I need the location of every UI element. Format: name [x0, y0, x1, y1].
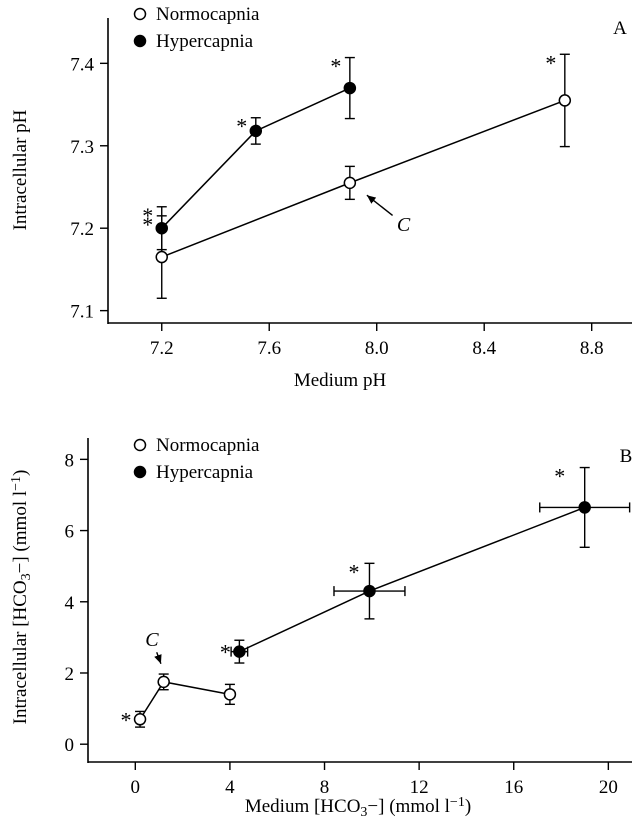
panel-letter: B: [620, 446, 633, 467]
axis-label-part: Medium [HCO: [245, 796, 361, 817]
x-tick-label: 12: [410, 777, 429, 798]
significance-asterisk: *: [545, 50, 556, 75]
data-point-filled: [343, 81, 357, 95]
series-line: [161, 99, 566, 258]
y-tick-label: 7.1: [70, 302, 94, 323]
annotation-label: C: [397, 214, 411, 236]
axis-label-part: 3: [19, 573, 34, 580]
significance-asterisk: *: [554, 464, 565, 489]
axis-label-part: −] (mmol l: [10, 491, 31, 574]
x-tick-label: 4: [225, 777, 235, 798]
y-tick-label: 7.4: [70, 54, 94, 75]
legend-label: Normocapnia: [156, 435, 260, 456]
x-tick-label: 8.8: [580, 338, 604, 359]
axis-label-part: −1: [9, 476, 24, 491]
data-point-open: [343, 176, 357, 190]
y-tick-label: 0: [65, 735, 75, 756]
x-tick-label: 8.4: [472, 338, 496, 359]
y-tick-label: 7.2: [70, 219, 94, 240]
legend-label: Hypercapnia: [156, 31, 254, 52]
axis-label-part: ): [10, 470, 31, 476]
data-point-filled: [155, 221, 168, 235]
significance-asterisk: *: [121, 707, 132, 732]
y-tick-label: 7.3: [70, 137, 94, 158]
x-tick-label: 0: [131, 777, 141, 798]
series-line: [161, 87, 351, 229]
x-tick-label: 8: [320, 777, 330, 798]
x-tick-label: 16: [504, 777, 523, 798]
x-tick-label: 7.6: [257, 338, 281, 359]
panel-letter: A: [613, 18, 627, 39]
legend-marker-filled: [133, 34, 147, 48]
data-point-open: [133, 713, 147, 726]
legend-marker-filled: [133, 465, 147, 479]
legend-label: Hypercapnia: [156, 462, 254, 483]
x-tick-label: 8.0: [365, 338, 389, 359]
series-line: [239, 506, 585, 653]
y-axis-label: Intracellular pH: [10, 109, 31, 230]
data-point-filled: [363, 584, 376, 598]
data-point-open: [155, 250, 168, 264]
significance-asterisk: *: [142, 203, 153, 228]
series-line: [139, 681, 231, 720]
significance-asterisk: *: [220, 640, 231, 665]
x-axis-label: Medium [HCO3−] (mmol l−1): [245, 795, 471, 820]
legend-marker-open: [133, 438, 147, 452]
annotation-label: C: [145, 629, 159, 651]
x-tick-label: 20: [599, 777, 618, 798]
data-point-open: [223, 688, 237, 701]
significance-asterisk: *: [236, 114, 247, 139]
legend-label: Normocapnia: [156, 4, 260, 25]
significance-asterisk: *: [142, 212, 153, 237]
y-tick-label: 8: [65, 450, 75, 471]
annotation-arrow: [154, 652, 162, 664]
y-axis-label: Intracellular [HCO3−] (mmol l−1): [9, 470, 34, 725]
data-point-open: [157, 675, 170, 689]
data-point-filled: [249, 124, 263, 138]
annotation-arrow: [366, 194, 394, 216]
axis-label-part: Intracellular [HCO: [10, 580, 31, 724]
y-tick-label: 6: [65, 522, 75, 543]
axis-label-part: −1: [450, 795, 465, 810]
data-point-open: [558, 94, 572, 107]
x-tick-label: 7.2: [150, 338, 174, 359]
x-axis-label: Medium pH: [294, 370, 387, 391]
data-point-filled: [233, 645, 246, 658]
y-tick-label: 4: [65, 593, 75, 614]
data-point-filled: [578, 501, 591, 514]
axis-label-part: 3: [360, 805, 367, 820]
significance-asterisk: *: [348, 559, 359, 584]
panel-a: 7.2 7.6 8.0 8.4 8.8 7.1 7.2 7.3 7.4 A Medium pH Int…: [10, 4, 632, 391]
axis-label-part: −] (mmol l: [367, 796, 450, 817]
significance-asterisk: *: [330, 54, 341, 79]
legend-marker-open: [133, 7, 147, 21]
y-tick-label: 2: [65, 664, 75, 685]
axis-label-part: ): [465, 796, 471, 817]
